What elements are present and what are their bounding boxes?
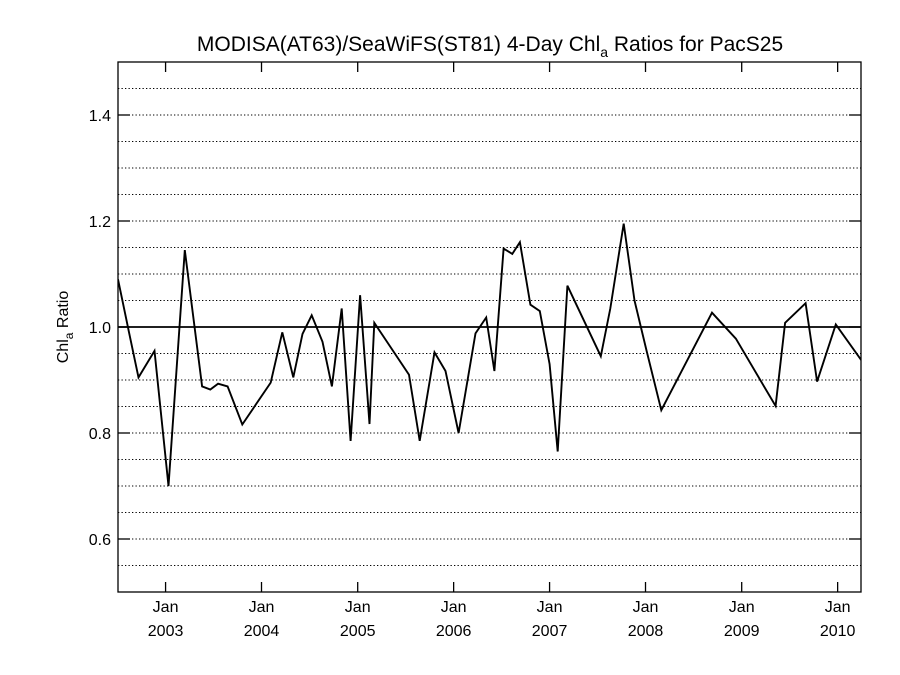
x-tick-month-label: Jan [729,599,755,616]
series-line [118,223,861,487]
x-tick-year-label: 2004 [244,623,280,640]
chart-title: MODISA(AT63)/SeaWiFS(ST81) 4-Day Chla Ra… [197,33,783,60]
x-tick-year-label: 2005 [340,623,376,640]
x-tick-month-label: Jan [825,599,851,616]
x-tick-year-label: 2010 [820,623,856,640]
x-tick-month-label: Jan [633,599,659,616]
x-tick-month-label: Jan [441,599,467,616]
x-tick-month-label: Jan [345,599,371,616]
x-tick-month-label: Jan [153,599,179,616]
series-layer [118,223,861,487]
y-axis-ticks: 0.6 0.8 1.0 1.2 1.4 [89,108,861,549]
y-tick-label: 0.8 [89,426,111,443]
y-axis-label: Chla Ratio [55,291,76,364]
y-tick-label: 1.0 [89,320,111,337]
x-tick-year-label: 2006 [436,623,472,640]
x-tick-year-label: 2009 [724,623,760,640]
x-tick-year-label: 2003 [148,623,184,640]
x-axis-ticks: Jan 2003 Jan 2004 Jan 2005 Jan 2006 Jan 2007 Jan 20… [148,62,856,640]
x-tick-month-label: Jan [249,599,275,616]
y-tick-label: 0.6 [89,532,111,549]
gridlines [118,88,861,566]
y-tick-label: 1.4 [89,108,111,125]
x-tick-month-label: Jan [537,599,563,616]
x-tick-year-label: 2008 [628,623,664,640]
y-tick-label: 1.2 [89,214,111,231]
x-tick-year-label: 2007 [532,623,568,640]
